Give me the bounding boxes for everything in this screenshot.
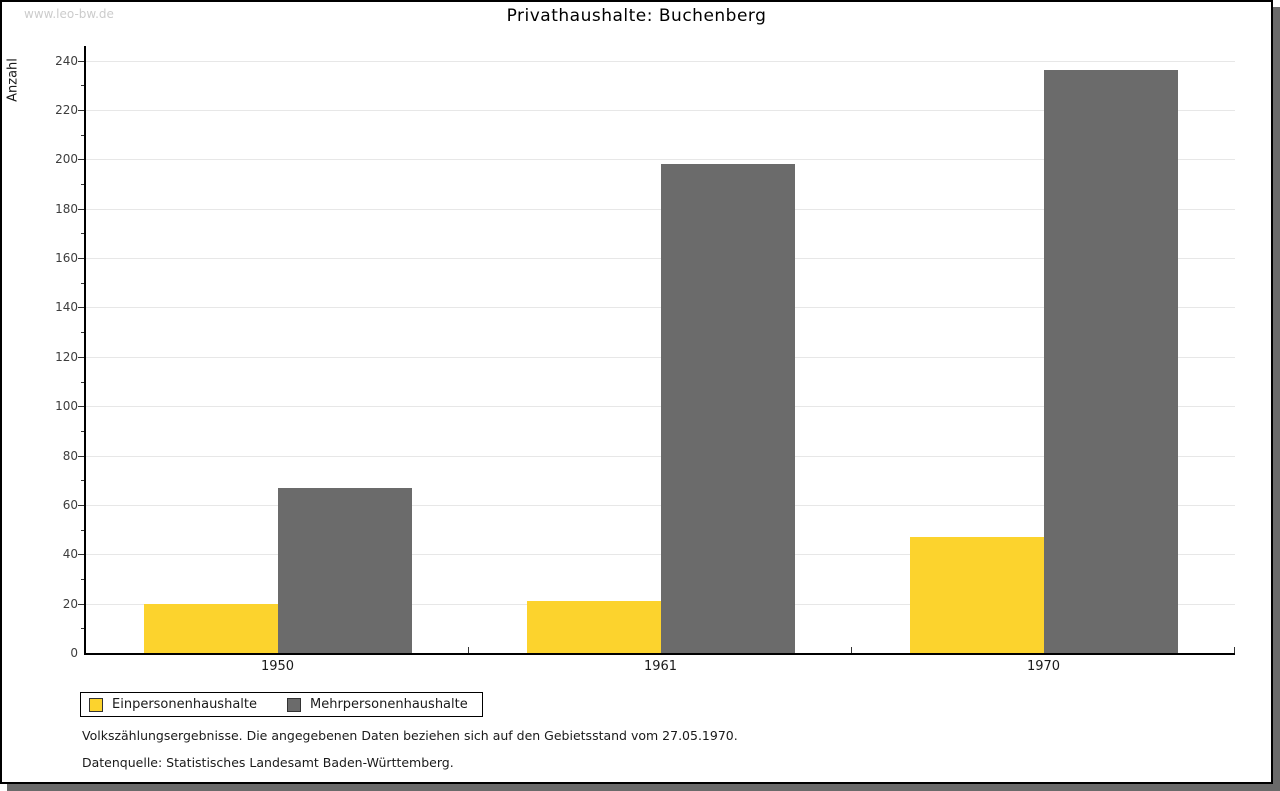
y-tick-label-180: 180 [55, 201, 78, 216]
y-tick-110 [81, 381, 85, 383]
bar-einpersonenhaushalte-1950 [143, 603, 278, 653]
y-tick-label-120: 120 [55, 349, 78, 364]
y-tick-label-200: 200 [55, 152, 78, 167]
legend-item-einpersonenhaushalte: Einpersonenhaushalte [89, 697, 257, 712]
gridline-y-200 [86, 159, 1235, 161]
y-tick-50 [81, 529, 85, 531]
legend-item-mehrpersonenhaushalte: Mehrpersonenhaushalte [287, 697, 468, 712]
y-axis-line [84, 46, 86, 655]
y-tick-label-100: 100 [55, 399, 78, 414]
y-tick-40 [78, 554, 85, 556]
y-tick-10 [81, 628, 85, 630]
y-tick-label-80: 80 [62, 448, 78, 463]
bar-einpersonenhaushalte-1970 [909, 537, 1044, 653]
bar-mehrpersonenhaushalte-1970 [1043, 70, 1178, 653]
y-tick-100 [78, 406, 85, 408]
plot-area: 0 20 40 60 80 100 120 140 160 180 200 220 240 1950 196… [2, 2, 1271, 782]
y-tick-label-60: 60 [62, 497, 78, 512]
footnote-data-source: Datenquelle: Statistisches Landesamt Bad… [82, 755, 454, 770]
x-tick-label-1950: 1950 [260, 659, 295, 674]
footnote-source-note: Volkszählungsergebnisse. Die angegebenen… [82, 728, 738, 743]
x-boundary-tick-2 [851, 647, 852, 653]
gridline-y-240 [86, 60, 1235, 62]
chart-title: Privathaushalte: Buchenberg [506, 6, 767, 26]
y-tick-label-0: 0 [70, 646, 78, 660]
bar-mehrpersonenhaushalte-1961 [660, 164, 795, 653]
x-axis-line [84, 653, 1235, 655]
y-tick-80 [78, 455, 85, 457]
legend-label-einpersonenhaushalte: Einpersonenhaushalte [112, 697, 257, 712]
y-tick-200 [78, 159, 85, 161]
y-tick-150 [81, 282, 85, 284]
y-tick-180 [78, 208, 85, 210]
y-tick-label-40: 40 [62, 547, 78, 562]
y-tick-140 [78, 307, 85, 309]
legend-swatch-mehrpersonenhaushalte [287, 697, 301, 712]
y-tick-label-20: 20 [62, 596, 78, 611]
y-tick-60 [78, 504, 85, 506]
bar-mehrpersonenhaushalte-1950 [277, 487, 412, 653]
y-tick-label-160: 160 [55, 251, 78, 265]
y-tick-90 [81, 430, 85, 432]
x-tick-label-1970: 1970 [1026, 659, 1061, 674]
x-boundary-tick-1 [468, 647, 469, 653]
y-tick-190 [81, 184, 85, 185]
y-tick-label-240: 240 [55, 53, 78, 68]
legend-swatch-einpersonenhaushalte [89, 697, 103, 712]
y-tick-70 [81, 480, 85, 482]
y-tick-label-140: 140 [55, 300, 78, 315]
legend-label-mehrpersonenhaushalte: Mehrpersonenhaushalte [310, 697, 468, 712]
y-tick-130 [81, 332, 85, 334]
x-boundary-tick-3 [1234, 647, 1235, 653]
legend: Einpersonenhaushalte Mehrpersonenhaushal… [80, 692, 483, 717]
gridline-y-220 [86, 109, 1235, 111]
y-tick-210 [81, 134, 85, 136]
y-tick-label-220: 220 [55, 102, 78, 117]
x-tick-label-1961: 1961 [643, 659, 678, 674]
y-tick-240 [78, 60, 85, 62]
y-tick-120 [78, 356, 85, 358]
y-tick-230 [81, 85, 85, 87]
bar-einpersonenhaushalte-1961 [526, 601, 661, 653]
y-tick-220 [78, 109, 85, 111]
y-tick-170 [81, 233, 85, 235]
footnotes: Volkszählungsergebnisse. Die angegebenen… [82, 728, 738, 782]
watermark: www.leo-bw.de [24, 7, 114, 21]
y-tick-20 [78, 603, 85, 605]
y-tick-30 [81, 578, 85, 580]
y-tick-160 [78, 258, 85, 259]
